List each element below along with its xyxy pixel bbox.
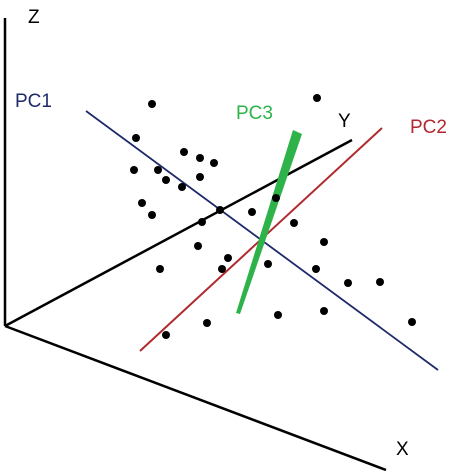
data-point bbox=[272, 194, 280, 202]
data-point bbox=[313, 94, 321, 102]
coordinate-axes bbox=[3, 18, 387, 472]
data-point bbox=[312, 265, 320, 273]
data-point bbox=[320, 307, 328, 315]
data-point bbox=[162, 176, 170, 184]
data-point bbox=[248, 208, 256, 216]
data-point bbox=[148, 100, 156, 108]
data-point bbox=[198, 218, 206, 226]
x-axis-label: X bbox=[396, 439, 409, 460]
data-point bbox=[408, 318, 416, 326]
data-point bbox=[138, 199, 146, 207]
data-point bbox=[178, 183, 186, 191]
data-point bbox=[180, 148, 188, 156]
x-axis-line bbox=[4, 324, 387, 472]
data-point bbox=[132, 134, 140, 142]
data-point bbox=[218, 265, 226, 273]
data-point bbox=[196, 154, 204, 162]
data-point bbox=[274, 311, 282, 319]
data-point bbox=[130, 166, 138, 174]
pc3-label: PC3 bbox=[236, 103, 273, 124]
data-point bbox=[216, 206, 224, 214]
data-point bbox=[376, 278, 384, 286]
data-points bbox=[130, 94, 416, 339]
diagram-labels: Z Y X PC1 PC2 PC3 bbox=[15, 7, 447, 460]
data-point bbox=[194, 242, 202, 250]
data-point bbox=[148, 211, 156, 219]
data-point bbox=[162, 331, 170, 339]
data-point bbox=[344, 279, 352, 287]
data-point bbox=[264, 260, 272, 268]
pc2-label: PC2 bbox=[410, 117, 447, 138]
data-point bbox=[203, 319, 211, 327]
pc3-line bbox=[236, 130, 302, 314]
data-point bbox=[156, 265, 164, 273]
principal-component-axes bbox=[85, 110, 439, 371]
y-axis-line bbox=[4, 138, 353, 328]
data-point bbox=[224, 254, 232, 262]
z-axis-label: Z bbox=[28, 7, 40, 28]
pc1-label: PC1 bbox=[15, 91, 52, 112]
data-point bbox=[154, 166, 162, 174]
data-point bbox=[196, 173, 204, 181]
data-point bbox=[210, 159, 218, 167]
data-point bbox=[290, 219, 298, 227]
data-point bbox=[320, 238, 328, 246]
y-axis-label: Y bbox=[338, 111, 351, 132]
